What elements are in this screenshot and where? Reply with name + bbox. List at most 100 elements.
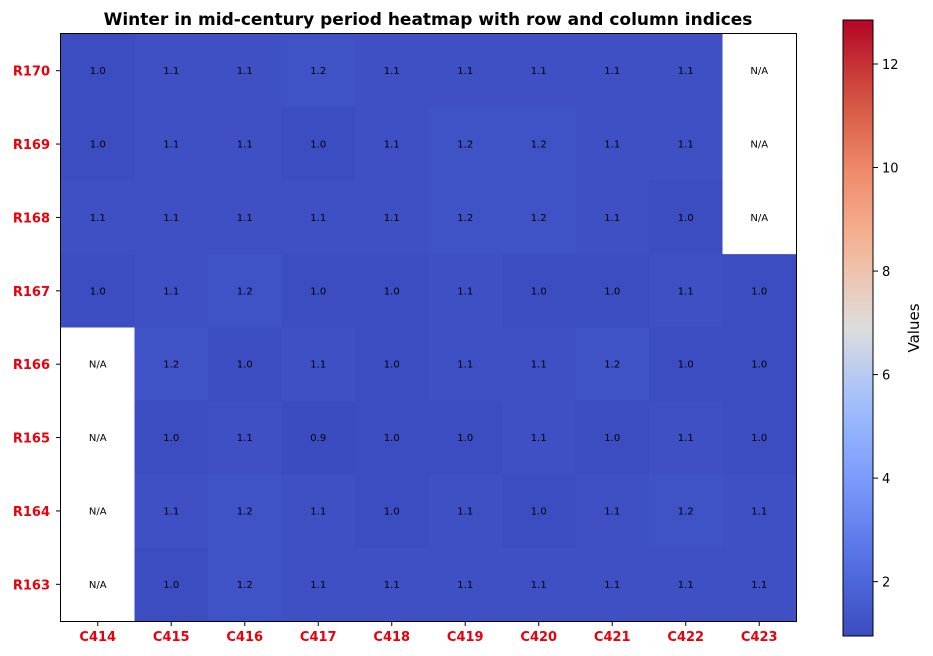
heatmap-cell bbox=[575, 327, 650, 402]
heatmap-cell bbox=[575, 474, 650, 549]
heatmap-cell bbox=[502, 547, 576, 622]
column-label: C420 bbox=[520, 630, 557, 645]
heatmap-cell bbox=[649, 34, 723, 108]
heatmap-cell bbox=[649, 254, 723, 328]
cell-value-label: 1.1 bbox=[384, 140, 400, 151]
heatmap-cell bbox=[281, 34, 356, 108]
heatmap-cell bbox=[428, 547, 503, 622]
cell-value-label: 1.1 bbox=[604, 140, 620, 151]
cell-value-label: 1.0 bbox=[604, 433, 620, 444]
colorbar-tick-label: 6 bbox=[882, 369, 890, 384]
cell-value-label: 1.1 bbox=[90, 213, 106, 224]
cell-value-label: 1.1 bbox=[310, 506, 326, 517]
heatmap-cell bbox=[61, 474, 135, 549]
heatmap-cell bbox=[355, 254, 429, 328]
cell-value-label: 1.1 bbox=[457, 360, 473, 371]
cell-value-label: 1.1 bbox=[531, 580, 547, 591]
row-label: R169 bbox=[13, 138, 50, 153]
cell-value-label: 1.0 bbox=[163, 433, 179, 444]
cell-value-label: 1.1 bbox=[384, 580, 400, 591]
cell-value-label: 1.0 bbox=[90, 286, 106, 297]
cell-value-label: 1.2 bbox=[457, 140, 473, 151]
cell-missing-label: N/A bbox=[750, 213, 768, 224]
cell-value-label: 1.0 bbox=[310, 140, 326, 151]
cell-value-label: 1.1 bbox=[384, 66, 400, 77]
heatmap-cell bbox=[502, 180, 576, 255]
heatmap-cell bbox=[502, 327, 576, 402]
cell-value-label: 1.1 bbox=[163, 506, 179, 517]
cell-value-label: 1.0 bbox=[751, 286, 767, 297]
colorbar-gradient bbox=[842, 19, 874, 637]
column-label: C421 bbox=[594, 630, 631, 645]
colorbar: 2 4 6 8 10 12 bbox=[842, 19, 899, 637]
heatmap-cell bbox=[428, 34, 503, 108]
cell-value-label: 1.1 bbox=[457, 580, 473, 591]
cell-value-label: 1.2 bbox=[457, 213, 473, 224]
cell-value-label: 1.1 bbox=[457, 66, 473, 77]
cell-value-label: 1.1 bbox=[678, 286, 694, 297]
heatmap-cell bbox=[355, 547, 429, 622]
heatmap-cell bbox=[134, 327, 209, 402]
cell-value-label: 1.1 bbox=[604, 506, 620, 517]
heatmap-cell bbox=[281, 474, 356, 549]
heatmap-cell bbox=[281, 254, 356, 328]
heatmap-cell bbox=[575, 547, 650, 622]
row-label: R166 bbox=[13, 358, 50, 373]
heatmap-cell bbox=[355, 474, 429, 549]
row-label: R164 bbox=[13, 505, 50, 520]
column-label: C422 bbox=[667, 630, 704, 645]
cell-missing-label: N/A bbox=[89, 360, 107, 371]
cell-value-label: 1.0 bbox=[384, 286, 400, 297]
cell-value-label: 1.0 bbox=[237, 360, 253, 371]
heatmap-cell bbox=[428, 474, 503, 549]
heatmap-cell bbox=[355, 400, 429, 475]
cell-value-label: 1.2 bbox=[604, 360, 620, 371]
heatmap-cell bbox=[134, 254, 209, 328]
cell-value-label: 1.0 bbox=[384, 433, 400, 444]
heatmap-cell bbox=[281, 107, 356, 182]
cell-value-label: 1.0 bbox=[163, 580, 179, 591]
heatmap-cell bbox=[61, 107, 135, 182]
cell-value-label: 1.1 bbox=[163, 140, 179, 151]
heatmap-cell bbox=[61, 180, 135, 255]
cell-value-label: 1.1 bbox=[310, 213, 326, 224]
heatmap-cell bbox=[281, 180, 356, 255]
heatmap-cell bbox=[502, 254, 576, 328]
cell-value-label: 1.1 bbox=[751, 506, 767, 517]
cell-value-label: 1.2 bbox=[310, 66, 326, 77]
plot-frame bbox=[60, 33, 797, 622]
cell-missing-label: N/A bbox=[750, 140, 768, 151]
cell-value-label: 1.2 bbox=[531, 213, 547, 224]
heatmap-cell bbox=[575, 107, 650, 182]
chart-title: Winter in mid-century period heatmap wit… bbox=[104, 10, 753, 30]
heatmap-cell bbox=[502, 474, 576, 549]
heatmap-cell bbox=[502, 400, 576, 475]
cell-value-label: 1.0 bbox=[384, 360, 400, 371]
heatmap-cell bbox=[281, 547, 356, 622]
column-label: C415 bbox=[153, 630, 190, 645]
heatmap-cell bbox=[208, 254, 282, 328]
colorbar-tick-label: 4 bbox=[882, 472, 890, 487]
heatmap-cell bbox=[649, 547, 723, 622]
cell-value-label: 1.0 bbox=[678, 360, 694, 371]
heatmap-cell bbox=[722, 34, 797, 108]
heatmap-cell bbox=[134, 34, 209, 108]
cell-value-label: 1.1 bbox=[237, 140, 253, 151]
cell-missing-label: N/A bbox=[89, 580, 107, 591]
row-labels: R170 R169 R168 R167 R166 R165 R164 R163 bbox=[13, 65, 61, 593]
heatmap-cell bbox=[575, 254, 650, 328]
heatmap-cell bbox=[61, 327, 135, 402]
cell-missing-label: N/A bbox=[89, 506, 107, 517]
heatmap-cell bbox=[208, 34, 282, 108]
heatmap-cell bbox=[281, 327, 356, 402]
heatmap-cell bbox=[502, 34, 576, 108]
cell-value-labels: 1.0 1.1 1.1 1.2 1.1 1.1 1.1 1.1 1.1 N/A 1.0 1.1 1.1 1… bbox=[89, 66, 768, 591]
heatmap-cell bbox=[134, 180, 209, 255]
cell-value-label: 1.1 bbox=[678, 140, 694, 151]
heatmap-cell bbox=[61, 547, 135, 622]
heatmap-cell bbox=[649, 107, 723, 182]
heatmap-cell bbox=[722, 400, 797, 475]
cell-missing-label: N/A bbox=[89, 433, 107, 444]
row-label: R165 bbox=[13, 432, 50, 447]
heatmap-cell bbox=[281, 400, 356, 475]
